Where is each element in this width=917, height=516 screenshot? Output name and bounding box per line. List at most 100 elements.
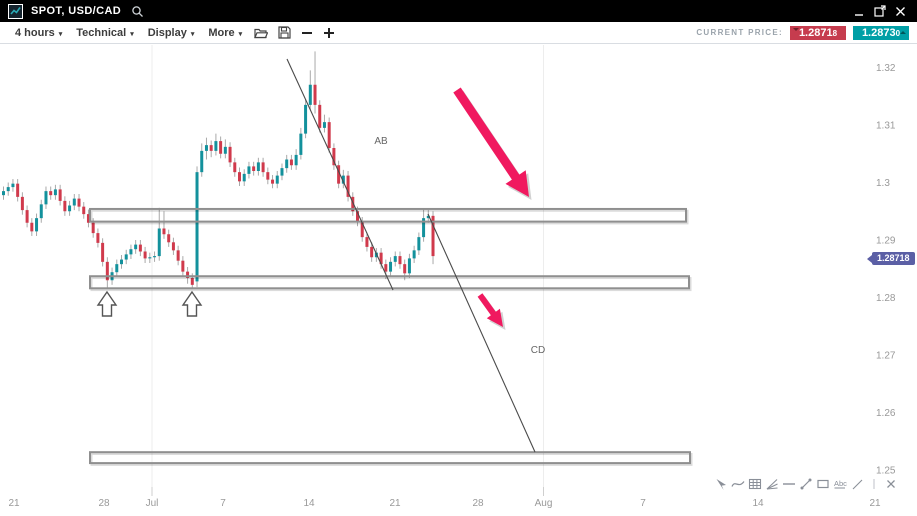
- price-axis-label: 1.32: [876, 63, 896, 74]
- ray-tool-icon[interactable]: [850, 477, 864, 491]
- price-axis-label: 1.31: [876, 121, 896, 132]
- candle-up: [426, 215, 430, 219]
- candle-up: [72, 198, 76, 206]
- current-price-tag: 1.28718: [867, 252, 915, 265]
- bid-price-badge[interactable]: 1.28718: [790, 25, 846, 40]
- chart-area: 1.32 1.31 1.3 1.29 1.28 1.27 1.26 1.25 21 28 Jul 7 1…: [0, 44, 917, 516]
- pattern-label[interactable]: AB: [374, 136, 388, 147]
- current-price-label: CURRENT PRICE:: [696, 28, 783, 37]
- title-bar: SPOT, USD/CAD: [0, 0, 917, 22]
- zone-rectangle[interactable]: [89, 207, 687, 223]
- horizontal-line-tool-icon[interactable]: [782, 477, 796, 491]
- candle-down: [370, 246, 374, 258]
- candle-down: [176, 250, 180, 261]
- candle-down: [384, 264, 388, 272]
- candle-down: [313, 84, 317, 105]
- minimize-button[interactable]: [854, 6, 865, 17]
- close-button[interactable]: [895, 6, 906, 17]
- date-axis-label: 28: [472, 498, 484, 509]
- candle-up: [389, 261, 393, 272]
- candle-up: [422, 218, 426, 238]
- open-folder-button[interactable]: [249, 26, 273, 40]
- pattern-label[interactable]: CD: [531, 345, 545, 356]
- up-block-arrow[interactable]: [96, 290, 118, 317]
- ask-price-badge[interactable]: 1.28730: [853, 25, 909, 40]
- candle-down: [82, 206, 86, 215]
- candle-up: [341, 175, 345, 184]
- momentum-arrow[interactable]: [453, 87, 529, 198]
- zone-rectangle-shadow: [90, 452, 693, 466]
- window-controls: [854, 5, 909, 17]
- candle-down: [209, 145, 213, 151]
- candle-up: [124, 254, 128, 260]
- date-axis-label: 21: [869, 498, 881, 509]
- candle-up: [2, 191, 5, 196]
- svg-text:Abc: Abc: [834, 479, 847, 488]
- candle-down: [86, 214, 90, 223]
- date-axis-label: 14: [752, 498, 764, 509]
- zoom-in-button[interactable]: [318, 26, 340, 40]
- trendline[interactable]: [427, 213, 536, 453]
- candle-up: [280, 168, 284, 176]
- candle-down: [233, 162, 237, 173]
- technical-menu-label: Technical: [76, 26, 127, 39]
- fib-grid-tool-icon[interactable]: [748, 477, 762, 491]
- bid-price-pip: 8: [832, 28, 838, 38]
- candle-up: [120, 259, 123, 265]
- candle-up: [157, 228, 161, 257]
- chevron-down-icon: ▾: [238, 30, 243, 38]
- candle-down: [252, 166, 256, 171]
- candle-up: [242, 173, 246, 182]
- candle-down: [238, 172, 241, 182]
- text-tool-icon[interactable]: Abc: [833, 477, 847, 491]
- remove-tool-icon[interactable]: [884, 477, 898, 491]
- zone-rectangle[interactable]: [89, 451, 691, 465]
- popout-button[interactable]: [874, 5, 886, 17]
- toolbar-separator: [867, 477, 881, 491]
- candle-down: [63, 200, 67, 212]
- up-block-arrow[interactable]: [181, 290, 203, 317]
- chart-canvas[interactable]: 1.32 1.31 1.3 1.29 1.28 1.27 1.26 1.25 21 28 Jul 7 1…: [0, 44, 917, 516]
- candle-up: [407, 258, 411, 274]
- candle-down: [143, 251, 147, 259]
- curve-tool-icon[interactable]: [731, 477, 745, 491]
- search-icon[interactable]: [131, 5, 144, 18]
- candle-down: [360, 221, 364, 238]
- candle-up: [6, 187, 10, 192]
- candle-down: [228, 146, 232, 163]
- trend-line-tool-icon[interactable]: [799, 477, 813, 491]
- candle-up: [214, 141, 218, 151]
- candle-down: [431, 215, 435, 257]
- candle-up: [153, 256, 157, 258]
- candle-down: [398, 256, 402, 265]
- trendline[interactable]: [286, 58, 394, 291]
- candle-down: [105, 261, 109, 281]
- candle-down: [167, 234, 171, 243]
- candle-up: [223, 146, 227, 154]
- zone-rectangle[interactable]: [89, 275, 690, 290]
- candle-up: [129, 249, 133, 255]
- candle-down: [332, 148, 336, 166]
- display-menu[interactable]: Display ▾: [141, 26, 202, 40]
- price-axis-label: 1.3: [876, 178, 890, 189]
- rectangle-tool-icon[interactable]: [816, 477, 830, 491]
- ask-direction-marker: [900, 28, 906, 34]
- pointer-tool-icon[interactable]: [714, 477, 728, 491]
- candle-down: [91, 222, 95, 234]
- momentum-arrow[interactable]: [477, 293, 503, 327]
- drawing-toolbar: Abc: [714, 477, 898, 491]
- candle-down: [138, 244, 142, 252]
- zoom-out-button[interactable]: [296, 26, 318, 40]
- timeframe-menu[interactable]: 4 hours ▾: [8, 26, 69, 40]
- date-axis-label: 14: [303, 498, 315, 509]
- save-button[interactable]: [273, 25, 296, 40]
- candle-up: [195, 172, 199, 282]
- current-price-value: 1.28718: [877, 253, 910, 263]
- candle-down: [379, 252, 383, 265]
- fan-lines-tool-icon[interactable]: [765, 477, 779, 491]
- technical-menu[interactable]: Technical ▾: [69, 26, 140, 40]
- window-title: SPOT, USD/CAD: [31, 5, 122, 17]
- more-menu[interactable]: More ▾: [201, 26, 249, 40]
- candle-up: [304, 104, 308, 134]
